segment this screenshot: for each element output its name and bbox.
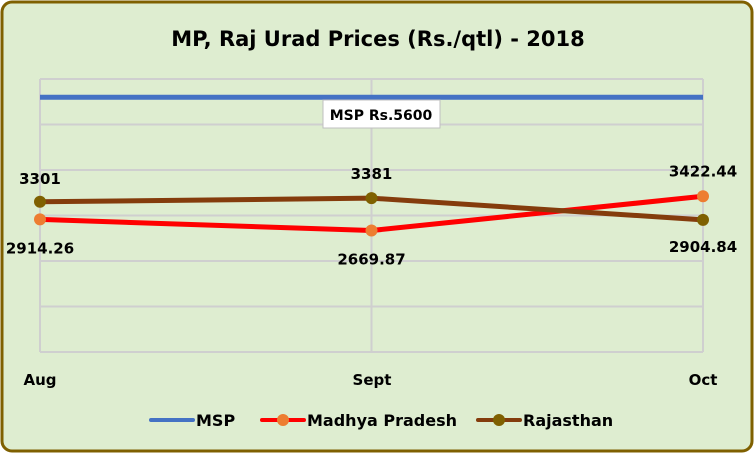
data-label-rajasthan: 3381 — [351, 165, 393, 183]
data-point-madhya-pradesh — [365, 224, 378, 237]
legend-marker — [277, 414, 289, 426]
data-point-rajasthan — [34, 195, 46, 208]
x-tick-label: Oct — [689, 371, 718, 389]
data-label-madhya-pradesh: 2914.26 — [6, 239, 74, 257]
data-label-rajasthan: 2904.84 — [669, 238, 737, 256]
legend-label: Madhya Pradesh — [307, 411, 457, 430]
data-label-madhya-pradesh: 3422.44 — [669, 162, 737, 180]
data-label-rajasthan: 3301 — [19, 170, 61, 188]
msp-annotation: MSP Rs.5600 — [322, 99, 441, 129]
data-point-rajasthan — [697, 213, 709, 226]
chart-title: MP, Raj Urad Prices (Rs./qtl) - 2018 — [171, 27, 585, 51]
x-tick-label: Aug — [23, 371, 56, 389]
data-point-madhya-pradesh — [697, 190, 709, 203]
legend: MSP Madhya Pradesh Rajasthan — [149, 411, 613, 430]
x-axis-labels: Aug Sept Oct — [23, 371, 717, 389]
data-point-rajasthan — [365, 192, 378, 205]
legend-marker — [493, 414, 505, 426]
x-tick-label: Sept — [353, 371, 392, 389]
legend-label: MSP — [196, 411, 235, 430]
data-label-madhya-pradesh: 2669.87 — [337, 251, 405, 269]
data-labels: 2914.26 2669.87 3422.44 3301 3381 2904.84 — [6, 162, 737, 268]
msp-annotation-text: MSP Rs.5600 — [330, 108, 433, 124]
series-group — [34, 94, 709, 237]
legend-label: Rajasthan — [523, 411, 613, 430]
data-point-madhya-pradesh — [34, 213, 46, 226]
msp-annotation-box — [322, 99, 441, 129]
